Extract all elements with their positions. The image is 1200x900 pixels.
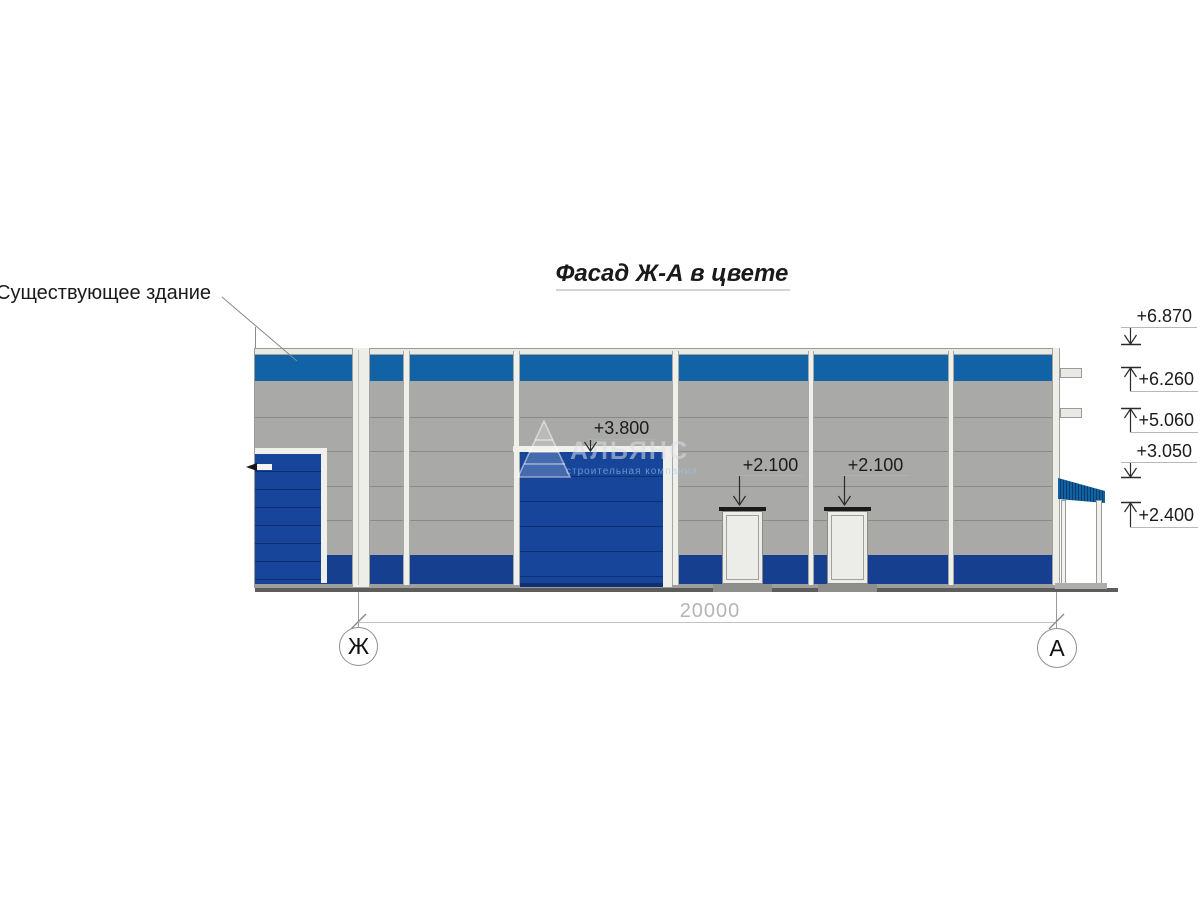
axis-zh-column xyxy=(352,348,370,587)
garage-door-existing-frame-top xyxy=(255,448,327,454)
mullion xyxy=(808,351,814,585)
elevation-mark-value: +6.260 xyxy=(1138,369,1194,389)
parapet-cap xyxy=(255,348,1060,355)
panel-joint-line xyxy=(255,417,1060,418)
elevation-mark-value: +3.050 xyxy=(1136,441,1192,461)
watermark-company: АЛЬЯНС xyxy=(570,437,689,465)
dimension-value: 20000 xyxy=(679,600,741,622)
entry-door-left-header xyxy=(719,507,766,511)
entry-door-right-mark-value: +2.100 xyxy=(847,455,904,475)
axis-bubble-a: А xyxy=(1037,628,1077,668)
existing-building-label: Существующее здание xyxy=(0,282,212,304)
elevation-mark-value: +2.400 xyxy=(1138,505,1194,525)
canopy-base-plate xyxy=(1055,583,1107,589)
elevation-mark-value: +5.060 xyxy=(1138,410,1194,430)
axis-bubble-zh-label: Ж xyxy=(347,633,370,659)
beam-tab-upper xyxy=(1060,368,1082,378)
corner-column xyxy=(1052,348,1060,585)
entry-door-left-mark-value: +2.100 xyxy=(742,455,799,475)
axis-bubble-zh: Ж xyxy=(339,627,378,666)
ground-line xyxy=(255,588,1118,592)
entry-door-left xyxy=(722,511,763,584)
watermark-tagline: строительная компания xyxy=(566,466,698,477)
mullion xyxy=(403,351,410,585)
top-blue-band xyxy=(255,355,1060,381)
mullion xyxy=(948,351,954,585)
entry-door-right-leaf xyxy=(831,515,864,580)
elevation-mark-value: +6.870 xyxy=(1136,306,1192,326)
mullion xyxy=(513,351,520,585)
entry-door-right-header xyxy=(824,507,871,511)
drawing-title: Фасад Ж-А в цвете xyxy=(555,260,789,287)
entry-door-left-leaf xyxy=(726,515,759,580)
mullion xyxy=(672,351,679,585)
beam-tab-lower xyxy=(1060,408,1082,418)
entry-door-left-sill xyxy=(713,584,772,592)
axis-bubble-a-label: А xyxy=(1049,634,1065,661)
entry-door-right-sill xyxy=(818,584,877,592)
axis-zh-column-seam xyxy=(358,350,359,585)
garage-door-main-bottom xyxy=(520,583,663,587)
garage-door-main-frame-right xyxy=(663,452,672,587)
garage-door-existing-frame-right xyxy=(321,448,327,583)
canopy-post xyxy=(1061,500,1066,585)
entry-door-right xyxy=(827,511,868,584)
garage-door-mark-value: +3.800 xyxy=(593,418,650,438)
canopy-post xyxy=(1096,500,1102,585)
garage-door-existing xyxy=(255,454,321,583)
